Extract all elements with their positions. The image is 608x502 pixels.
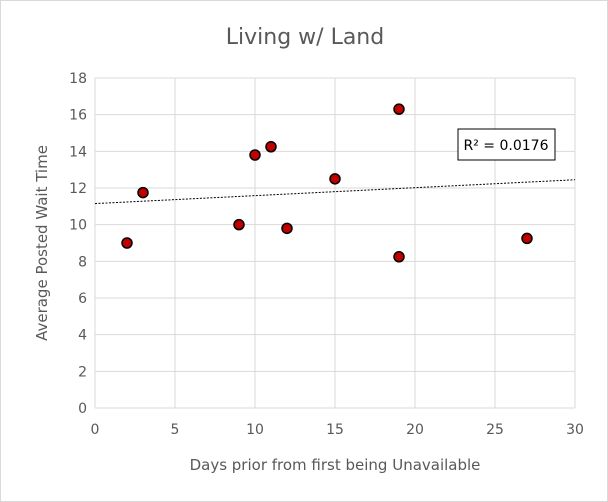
x-tick-label-6: 30: [566, 422, 584, 438]
data-point-7: [393, 103, 405, 115]
x-tick-label-4: 20: [406, 422, 424, 438]
r-squared-label: R² = 0.0176: [464, 138, 549, 154]
data-point-8: [393, 251, 405, 263]
chart-title: Living w/ Land: [226, 25, 384, 50]
y-tick-label-8: 16: [69, 108, 87, 124]
data-point-3: [249, 149, 261, 161]
y-tick-label-5: 10: [69, 218, 87, 234]
y-tick-label-1: 2: [78, 364, 87, 380]
x-tick-label-5: 25: [486, 422, 504, 438]
data-point-4: [265, 141, 277, 153]
x-tick-label-0: 0: [91, 422, 100, 438]
data-points: [121, 103, 533, 263]
trendline: [94, 179, 576, 205]
data-point-6: [329, 173, 341, 185]
r-squared-box: R² = 0.0176: [457, 128, 556, 161]
y-tick-label-4: 8: [78, 254, 87, 270]
x-tick-label-2: 10: [246, 422, 264, 438]
y-tick-label-9: 18: [69, 71, 87, 87]
data-point-9: [521, 232, 533, 245]
x-tick-label-3: 15: [326, 422, 344, 438]
gridlines: [94, 77, 576, 409]
data-point-1: [137, 186, 149, 199]
x-tick-label-1: 5: [171, 422, 180, 438]
x-axis-label: Days prior from first being Unavailable: [190, 456, 481, 474]
trendline-group: [94, 179, 576, 205]
data-point-0: [121, 237, 133, 249]
y-tick-label-3: 6: [78, 291, 87, 307]
r-squared-frame: [457, 128, 556, 161]
y-axis-label: Average Posted Wait Time: [33, 145, 51, 341]
y-tick-label-0: 0: [78, 401, 87, 417]
y-tick-label-6: 12: [69, 181, 87, 197]
y-tick-label-7: 14: [69, 144, 87, 160]
y-tick-label-2: 4: [78, 328, 87, 344]
data-point-5: [281, 222, 293, 235]
tick-labels: 0 2 4 6 8 10 12 14 16 18 0 5 10 15 20 25 30: [69, 71, 584, 438]
data-point-2: [233, 218, 245, 231]
